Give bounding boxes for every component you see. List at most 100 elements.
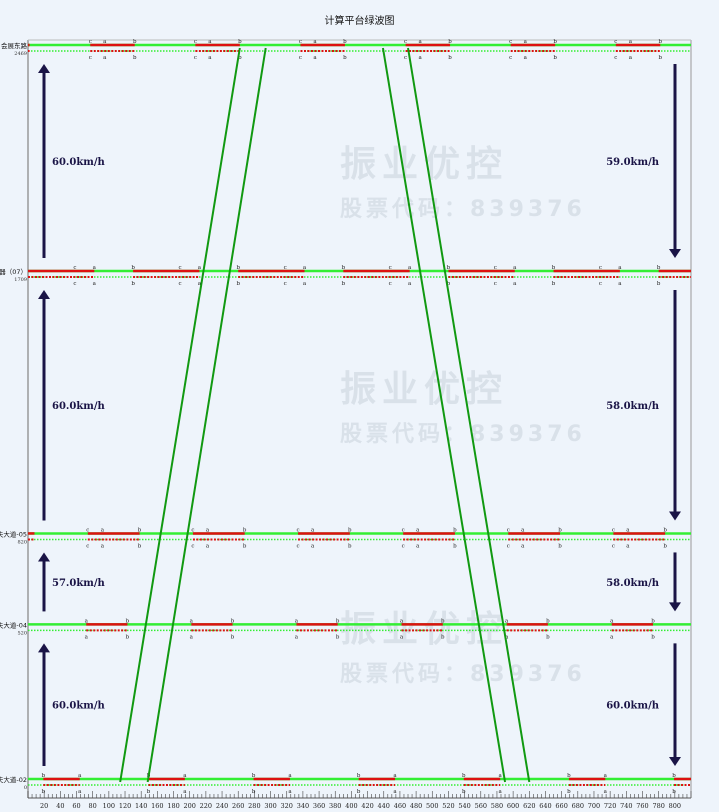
- phase-marker: a: [103, 55, 107, 61]
- phase-marker: a: [524, 55, 528, 61]
- phase-marker: b: [342, 281, 346, 287]
- phase-marker: b: [663, 527, 667, 533]
- speed-up-label: 60.0km/h: [52, 701, 106, 712]
- phase-marker: a: [85, 618, 89, 624]
- phase-marker: a: [618, 265, 622, 271]
- phase-marker: a: [93, 281, 97, 287]
- green-band-up: [119, 47, 241, 783]
- phase-marker: b: [42, 789, 46, 795]
- phase-marker: a: [78, 773, 82, 779]
- phase-marker: a: [183, 789, 187, 795]
- x-tick-label: 100: [103, 802, 115, 810]
- phase-marker: c: [299, 55, 302, 61]
- phase-marker: a: [393, 789, 397, 795]
- phase-marker: c: [389, 281, 392, 287]
- speed-down-label: 58.0km/h: [606, 578, 660, 589]
- x-tick-label: 60: [72, 802, 80, 810]
- phase-marker: a: [521, 527, 525, 533]
- phase-marker: b: [651, 634, 655, 640]
- phase-marker: b: [552, 265, 556, 271]
- phase-marker: b: [441, 618, 445, 624]
- phase-marker: a: [418, 39, 422, 45]
- phase-marker: a: [513, 265, 517, 271]
- phase-marker: a: [313, 39, 317, 45]
- phase-marker: a: [400, 634, 404, 640]
- x-tick-label: 160: [151, 802, 163, 810]
- x-tick-label: 580: [491, 802, 503, 810]
- green-band-down: [407, 47, 531, 783]
- phase-marker: b: [357, 773, 361, 779]
- phase-marker: a: [604, 773, 608, 779]
- x-tick-label: 140: [135, 802, 147, 810]
- x-tick-label: 700: [588, 802, 600, 810]
- phase-marker: c: [194, 55, 197, 61]
- phase-marker: c: [494, 281, 497, 287]
- phase-marker: b: [659, 39, 663, 45]
- x-tick-label: 200: [183, 802, 195, 810]
- phase-marker: a: [499, 773, 503, 779]
- green-band-up: [146, 47, 267, 783]
- phase-marker: b: [336, 634, 340, 640]
- x-tick-label: 180: [167, 802, 179, 810]
- up-arrow-head-icon: [38, 552, 50, 562]
- intersection-distance: 520: [17, 630, 27, 636]
- phase-marker: a: [505, 618, 509, 624]
- phase-marker: b: [343, 39, 347, 45]
- speed-down-label: 59.0km/h: [606, 157, 660, 168]
- x-tick-label: 280: [248, 802, 260, 810]
- down-arrow-head-icon: [669, 511, 681, 521]
- phase-marker: a: [190, 618, 194, 624]
- phase-marker: c: [614, 55, 617, 61]
- phase-marker: a: [288, 789, 292, 795]
- phase-marker: c: [86, 543, 89, 549]
- x-tick-label: 680: [572, 802, 584, 810]
- phase-marker: a: [499, 789, 503, 795]
- x-tick-label: 520: [442, 802, 454, 810]
- phase-marker: c: [284, 265, 287, 271]
- phase-marker: b: [462, 789, 466, 795]
- x-tick-label: 260: [232, 802, 244, 810]
- x-tick-label: 120: [119, 802, 131, 810]
- phase-marker: c: [178, 281, 181, 287]
- phase-marker: b: [651, 618, 655, 624]
- phase-marker: a: [208, 55, 212, 61]
- x-tick-label: 780: [652, 802, 664, 810]
- x-tick-label: 80: [89, 802, 97, 810]
- phase-marker: c: [507, 527, 510, 533]
- phase-marker: a: [416, 527, 420, 533]
- phase-marker: c: [494, 265, 497, 271]
- speed-up-label: 57.0km/h: [52, 578, 106, 589]
- down-arrow-head-icon: [669, 602, 681, 612]
- phase-marker: a: [183, 773, 187, 779]
- phase-marker: b: [657, 281, 661, 287]
- phase-marker: a: [78, 789, 82, 795]
- x-tick-label: 400: [345, 802, 357, 810]
- x-tick-label: 500: [426, 802, 438, 810]
- phase-marker: b: [453, 543, 457, 549]
- phase-marker: b: [243, 543, 247, 549]
- x-tick-label: 380: [329, 802, 341, 810]
- phase-marker: a: [626, 543, 630, 549]
- phase-marker: b: [238, 39, 242, 45]
- intersection-name: 夫大道-02: [0, 775, 27, 784]
- phase-marker: c: [73, 265, 76, 271]
- speed-up-label: 60.0km/h: [52, 401, 106, 412]
- phase-marker: c: [402, 527, 405, 533]
- phase-marker: a: [505, 634, 509, 640]
- phase-marker: c: [284, 281, 287, 287]
- phase-marker: b: [42, 773, 46, 779]
- speed-down-label: 60.0km/h: [606, 701, 660, 712]
- phase-marker: b: [131, 281, 135, 287]
- phase-marker: b: [252, 789, 256, 795]
- phase-marker: a: [198, 281, 202, 287]
- x-tick-label: 320: [281, 802, 293, 810]
- phase-marker: b: [558, 543, 562, 549]
- phase-marker: b: [672, 789, 676, 795]
- phase-marker: b: [553, 55, 557, 61]
- phase-marker: b: [441, 634, 445, 640]
- phase-marker: a: [295, 618, 299, 624]
- chart-title: 计算平台绿波图: [324, 16, 395, 27]
- intersection-name: 会展东路: [1, 41, 28, 50]
- phase-marker: c: [89, 39, 92, 45]
